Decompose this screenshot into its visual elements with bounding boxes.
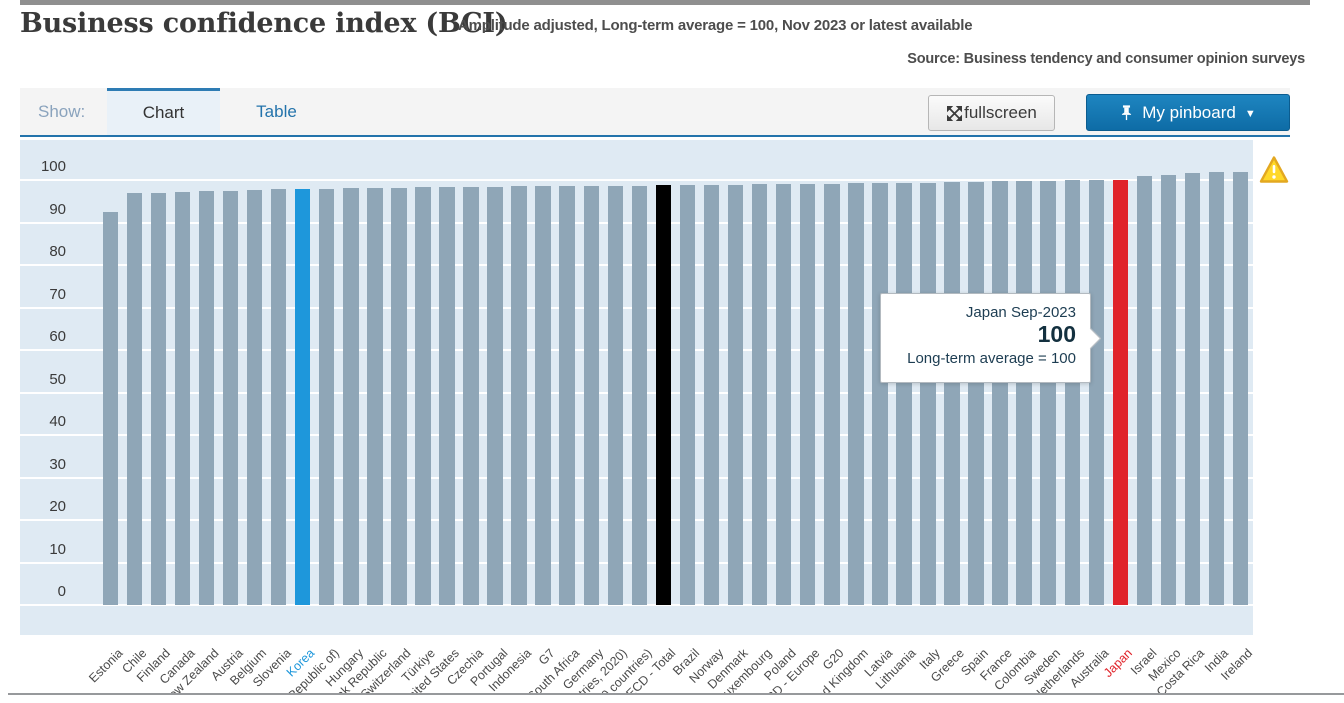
chart-bar[interactable] (775, 184, 792, 605)
toolbar: Show: Chart Table fullscreen (20, 88, 1290, 137)
fullscreen-expand-icon (946, 105, 963, 122)
y-axis-tick-label: 90 (49, 200, 66, 218)
chart-bar[interactable] (343, 188, 359, 605)
pin-icon (1120, 104, 1133, 122)
chevron-down-icon: ▼ (1244, 107, 1256, 120)
chart-bar[interactable] (487, 186, 503, 605)
chart-bar[interactable] (944, 182, 960, 605)
chart-bar[interactable] (1232, 171, 1249, 605)
chart-bar[interactable] (1064, 180, 1080, 605)
chart-bar[interactable] (751, 184, 768, 605)
bottom-mask (0, 695, 1344, 703)
chart-bar[interactable] (968, 181, 984, 605)
chart-bar[interactable] (294, 188, 311, 605)
chart-bar[interactable] (1160, 174, 1177, 605)
chart-bar[interactable] (824, 183, 840, 605)
y-axis-tick-label: 10 (49, 540, 66, 558)
warning-icon[interactable] (1259, 155, 1289, 184)
chart-bar[interactable] (1016, 180, 1032, 605)
chart-bar[interactable] (1088, 180, 1105, 605)
y-axis-tick-label: 30 (49, 455, 66, 473)
chart-bar[interactable] (439, 187, 455, 605)
chart-bar[interactable] (583, 185, 599, 605)
top-divider-strip (20, 0, 1310, 5)
chart-bar[interactable] (1040, 180, 1056, 605)
tab-table[interactable]: Table (256, 102, 297, 121)
tooltip-note: Long-term average = 100 (907, 350, 1076, 367)
chart-bar[interactable] (318, 188, 335, 605)
chart-bar[interactable] (367, 188, 383, 605)
fullscreen-label: fullscreen (964, 103, 1037, 122)
chart-bar[interactable] (198, 191, 215, 605)
chart-bar[interactable] (872, 182, 888, 605)
chart-bar[interactable] (896, 182, 912, 605)
chart-bar[interactable] (799, 183, 816, 605)
chart-bar[interactable] (174, 192, 191, 605)
tab-chart[interactable]: Chart (107, 88, 220, 135)
chart-bar[interactable] (1112, 180, 1129, 605)
chart-bar[interactable] (992, 181, 1008, 605)
source-line: Source: Business tendency and consumer o… (907, 51, 1305, 67)
y-axis-tick-label: 80 (49, 243, 66, 260)
chart-bar[interactable] (920, 182, 936, 605)
y-gridline (20, 604, 1253, 606)
chart-bar[interactable] (607, 185, 624, 605)
chart-bar[interactable] (391, 187, 407, 605)
chart-bar[interactable] (727, 184, 744, 605)
page-subtitle: Amplitude adjusted, Long-term average = … (458, 17, 973, 34)
y-axis-tick-label: 40 (49, 413, 66, 430)
y-axis-tick-label: 50 (49, 370, 66, 388)
chart-bar[interactable] (511, 186, 527, 605)
chart-bar[interactable] (1184, 172, 1201, 605)
y-axis-tick-label: 100 (40, 158, 66, 175)
chart-bar[interactable] (535, 186, 551, 605)
chart-bar[interactable] (270, 189, 287, 605)
y-axis-tick-label: 0 (57, 583, 66, 600)
pinboard-label: My pinboard (1142, 102, 1236, 122)
chart-bar[interactable] (559, 185, 575, 605)
y-gridline (20, 179, 1253, 181)
tooltip-value: 100 (1037, 321, 1076, 347)
chart-bar[interactable] (679, 185, 696, 605)
page-title: Business confidence index (BCI) (20, 8, 508, 39)
chart-bar[interactable] (126, 193, 143, 605)
y-axis-tick-label: 20 (49, 498, 66, 515)
chart-bar[interactable] (102, 211, 118, 605)
show-label: Show: (38, 102, 86, 121)
y-axis-tick-label: 60 (49, 328, 66, 345)
tooltip-japan: Japan Sep-2023 100 Long-term average = 1… (880, 293, 1091, 383)
chart-bar[interactable] (703, 184, 720, 605)
fullscreen-button[interactable]: fullscreen (928, 95, 1055, 131)
chart-bar[interactable] (222, 190, 239, 605)
chart-bar[interactable] (631, 185, 648, 605)
my-pinboard-button[interactable]: My pinboard ▼ (1086, 94, 1290, 131)
chart-bar[interactable] (655, 185, 672, 605)
chart-bar[interactable] (1136, 176, 1153, 605)
bottom-border-line (8, 693, 1344, 695)
chart-bar[interactable] (246, 190, 263, 605)
chart-bar[interactable] (848, 183, 864, 605)
y-axis-tick-label: 70 (49, 285, 66, 303)
chart-bar[interactable] (415, 187, 431, 605)
tooltip-series-label: Japan Sep-2023 (965, 304, 1076, 321)
chart-bar[interactable] (463, 186, 479, 605)
chart-bar[interactable] (1208, 171, 1225, 605)
chart-bar[interactable] (150, 192, 167, 605)
